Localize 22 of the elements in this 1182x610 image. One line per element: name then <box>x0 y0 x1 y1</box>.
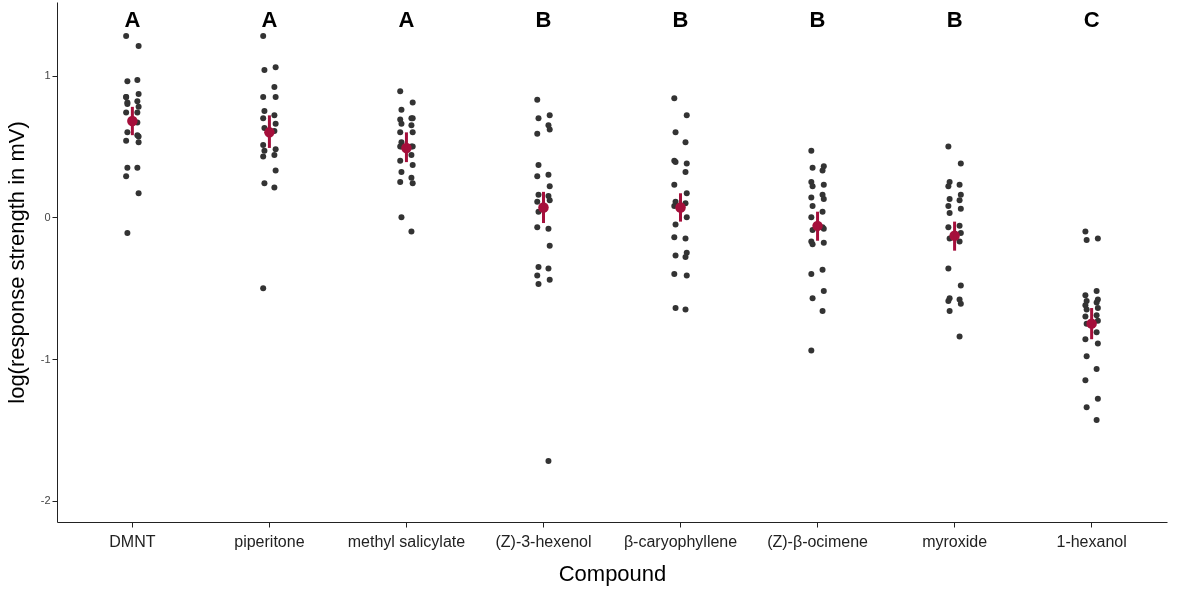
annotation: A <box>398 7 415 32</box>
x-tick-label: β-caryophyllene <box>623 532 738 550</box>
x-tick-label: (Z)-β-ocimene <box>767 532 869 550</box>
x-tick-label: methyl salicylate <box>347 532 466 550</box>
x-axis-title: Compound <box>558 560 667 586</box>
annotation: C <box>1083 7 1100 32</box>
x-tick-label: 1-hexanol <box>1056 532 1127 550</box>
annotation: B <box>672 7 689 32</box>
x-tick-label: DMNT <box>109 532 156 550</box>
annotation: A <box>261 7 278 32</box>
y-tick-label: -1 <box>40 352 51 365</box>
y-tick-label: 1 <box>44 69 51 82</box>
y-axis-title: log(response strength in mV) <box>3 121 29 404</box>
y-tick-label: 0 <box>44 210 51 223</box>
annotation: B <box>809 7 826 32</box>
annotation: B <box>535 7 552 32</box>
x-tick-label: myroxide <box>922 532 988 550</box>
annotation: A <box>124 7 141 32</box>
y-tick-label: -2 <box>40 494 51 507</box>
x-tick-label: piperitone <box>234 532 305 550</box>
x-tick-label: (Z)-3-hexenol <box>495 532 592 550</box>
annotation: B <box>946 7 963 32</box>
